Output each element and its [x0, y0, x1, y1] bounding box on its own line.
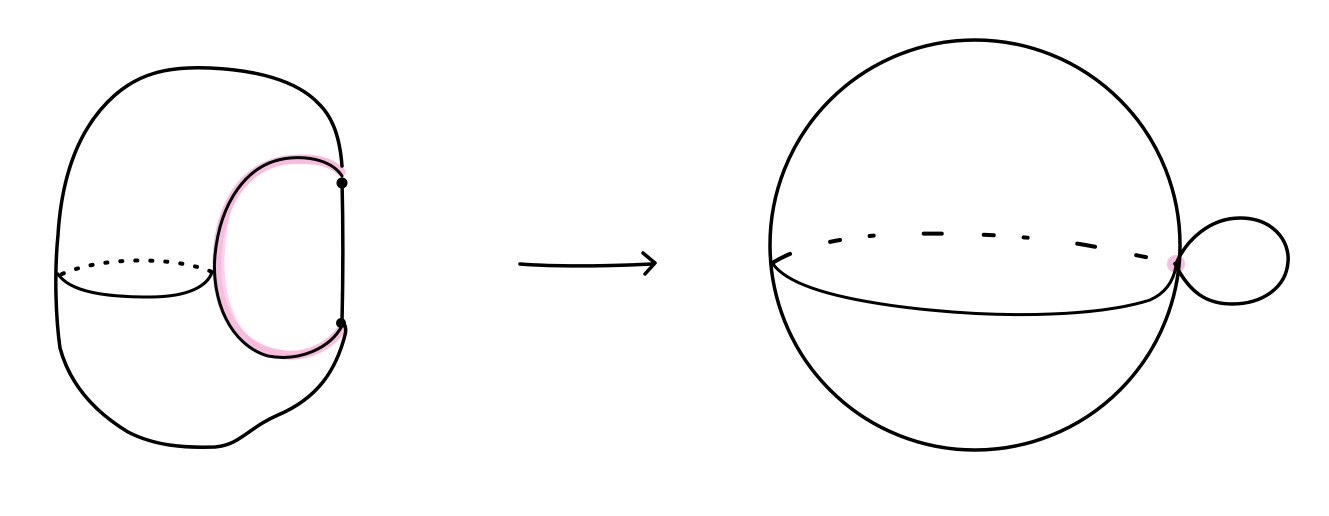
left-cut-segment	[340, 178, 345, 324]
sphere-equator-back	[772, 231, 1178, 266]
map-arrow	[518, 251, 657, 276]
highlighted-arc	[212, 154, 346, 360]
left-equator-front	[56, 270, 214, 299]
attached-loop	[1174, 216, 1290, 306]
left-marked-point-bottom	[336, 318, 346, 328]
right-surface	[768, 38, 1290, 452]
left-equator-back	[60, 258, 214, 276]
sphere-equator-front	[771, 262, 1178, 317]
left-hole-contour	[212, 156, 344, 359]
left-marked-point-top	[336, 177, 348, 189]
left-surface	[54, 65, 348, 449]
left-outer-outline	[54, 65, 348, 449]
sphere-outline	[768, 38, 1182, 452]
